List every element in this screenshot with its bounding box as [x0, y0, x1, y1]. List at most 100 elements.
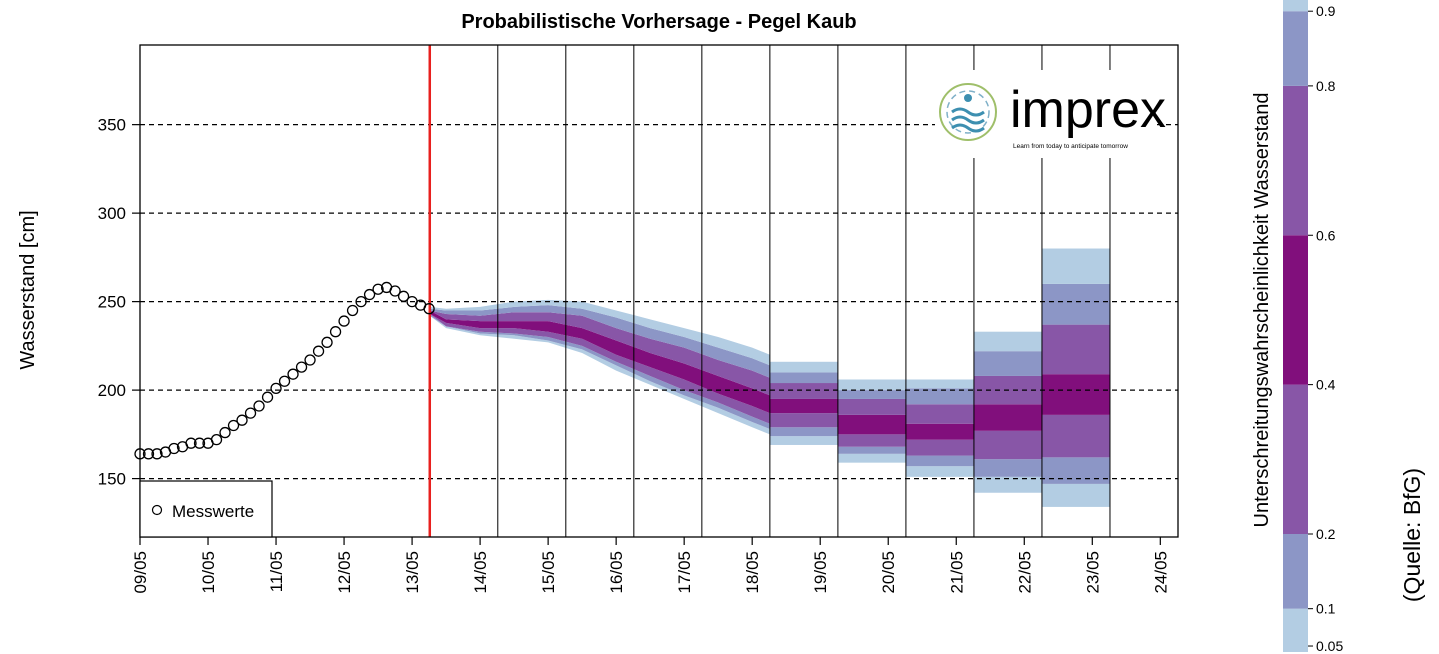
x-tick-label: 14/05 [471, 551, 490, 594]
observation [227, 419, 240, 432]
observation [210, 434, 223, 446]
colorbar-tick-label: 0.2 [1316, 526, 1336, 542]
colorbar-segment [1283, 608, 1308, 652]
forecast-block [905, 466, 974, 477]
plot-frame [139, 44, 1179, 538]
chart-title: Probabilistische Vorhersage - Pegel Kaub [461, 11, 856, 33]
forecast-block [769, 383, 838, 399]
observation [270, 382, 282, 394]
x-tick-label: 09/05 [131, 551, 150, 594]
logo-icon-drop [964, 94, 972, 102]
logo-icon-ring [939, 83, 997, 141]
overlay: 150 200 250 300 350 09/05 10/05 11/05 12/05 13/05… [98, 0, 1343, 654]
observation [253, 400, 265, 412]
observation [329, 326, 342, 338]
y-tick-label: 250 [98, 293, 126, 312]
forecast-block [973, 459, 1042, 477]
observation [142, 448, 155, 460]
forecast-bands [429, 248, 1110, 507]
x-tick-label: 21/05 [947, 551, 966, 594]
forecast-block [905, 423, 974, 440]
observation [321, 336, 333, 348]
logo-text: imprex [1010, 81, 1166, 139]
forecast-block [905, 379, 974, 389]
forecast-block [905, 439, 974, 456]
forecast-band [429, 299, 770, 366]
forecast-block [1041, 248, 1110, 284]
forecast-block [769, 427, 838, 437]
forecast-block [769, 372, 838, 384]
forecast-block [837, 434, 906, 447]
observation [372, 283, 384, 295]
logo-tagline: Learn from today to anticipate tomorrow [1013, 143, 1128, 150]
x-tick-label: 20/05 [879, 551, 898, 594]
colorbar-segment [1283, 0, 1308, 12]
y-tick-label: 150 [98, 470, 126, 489]
y-tick-label: 200 [98, 381, 126, 400]
forecast-block [837, 453, 906, 463]
forecast-block [973, 351, 1042, 376]
forecast-block [1041, 414, 1110, 458]
forecast-block [769, 413, 838, 428]
colorbar-tick-label: 0.6 [1316, 227, 1336, 243]
observation [423, 303, 435, 315]
logo-icon-ring [946, 90, 990, 134]
forecast-band [429, 310, 770, 396]
observation [185, 437, 197, 449]
observation [312, 345, 325, 357]
colorbar-tick-label: 0.05 [1316, 638, 1343, 654]
x-tick-label: 17/05 [675, 551, 694, 594]
forecast-block [973, 404, 1042, 431]
forecast-block [1041, 483, 1110, 507]
x-tick-label: 10/05 [199, 551, 218, 594]
forecast-band [429, 310, 770, 414]
forecast-block [837, 398, 906, 415]
logo-icon-waves [951, 107, 985, 133]
forecast-block [973, 430, 1042, 460]
x-tick-label: 16/05 [607, 551, 626, 594]
legend: Messwerte [139, 480, 273, 538]
y-tick-label: 350 [98, 116, 126, 135]
x-tick-label: 11/05 [267, 551, 286, 592]
x-tick-label: 24/05 [1151, 551, 1170, 594]
forecast-block [837, 379, 906, 391]
forecast-block [769, 398, 838, 414]
x-tick-label: 13/05 [403, 551, 422, 594]
forecast-block [1041, 283, 1110, 325]
legend-symbol [151, 504, 163, 516]
forecast-block [837, 446, 906, 454]
source-note: (Quelle: BfG) [1399, 468, 1425, 602]
colorbar-tick-label: 0.1 [1316, 601, 1336, 617]
observation [278, 375, 291, 387]
legend-label: Messwerte [172, 502, 254, 521]
forecast-block [837, 414, 906, 435]
x-tick-label: 23/05 [1083, 551, 1102, 594]
observation [193, 437, 206, 449]
observation [168, 442, 180, 455]
logo: imprex Learn from today to anticipate to… [935, 70, 1166, 158]
colorbar-tick-label: 0.9 [1316, 3, 1336, 19]
x-tick-label: 12/05 [335, 551, 354, 594]
forecast-block [837, 390, 906, 399]
forecast-block [769, 361, 838, 373]
observation [397, 290, 410, 302]
colorbar-segment [1283, 235, 1308, 385]
observation [261, 391, 274, 403]
colorbar-segment [1283, 533, 1308, 609]
colorbar-title: Unterschreitungswahrscheinlichkeit Wasse… [1251, 93, 1273, 528]
grid [134, 45, 1178, 537]
forecast-block [1041, 324, 1110, 375]
forecast-block [905, 455, 974, 467]
colorbar-segment [1283, 11, 1308, 86]
observation [244, 407, 257, 419]
forecast-block [905, 404, 974, 424]
y-axis-label: Wasserstand [cm] [17, 210, 39, 369]
observation [389, 285, 401, 297]
x-tick-label: 22/05 [1015, 551, 1034, 594]
observation [287, 368, 299, 380]
forecast-block [1041, 374, 1110, 415]
colorbar-segment [1283, 384, 1308, 534]
observation [219, 426, 231, 439]
forecast-block [1041, 457, 1110, 484]
